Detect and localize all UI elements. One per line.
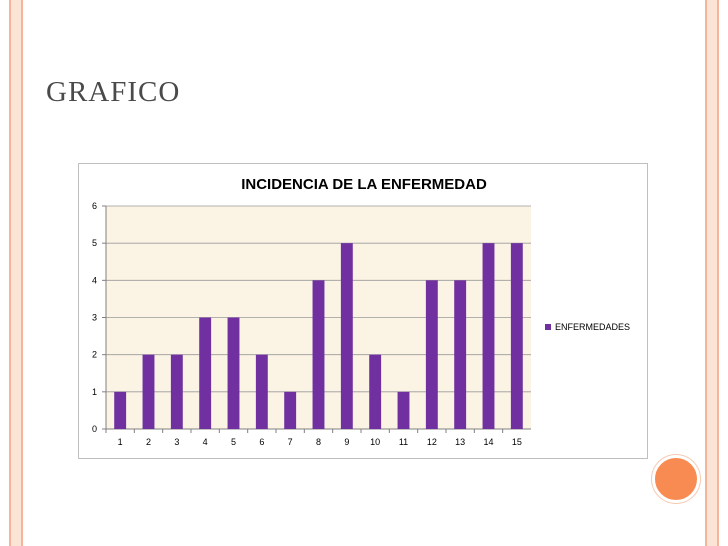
bar [114, 391, 127, 429]
decorative-circle [652, 455, 700, 503]
slide-title: GRAFICO [46, 76, 181, 108]
bar [284, 391, 297, 429]
right-decorative-border [705, 0, 719, 546]
legend-label: ENFERMEDADES [555, 322, 630, 332]
legend-swatch [545, 324, 551, 330]
x-tick-label: 8 [316, 437, 321, 447]
x-tick-label: 9 [344, 437, 349, 447]
bar [312, 280, 325, 429]
chart-title: INCIDENCIA DE LA ENFERMEDAD [241, 176, 487, 193]
bar [227, 317, 240, 429]
y-tick-label: 0 [92, 424, 97, 434]
x-tick-label: 3 [174, 437, 179, 447]
bar [369, 354, 382, 429]
bar [397, 391, 410, 429]
bar [199, 317, 212, 429]
bar [255, 354, 268, 429]
y-tick-label: 5 [92, 238, 97, 248]
y-tick-label: 6 [92, 201, 97, 211]
x-tick-label: 14 [483, 437, 493, 447]
bar [482, 243, 495, 429]
x-tick-label: 15 [512, 437, 522, 447]
bar [425, 280, 438, 429]
left-decorative-border [9, 0, 23, 546]
bar [340, 243, 353, 429]
x-tick-label: 11 [399, 437, 408, 447]
x-tick-label: 12 [427, 437, 437, 447]
bar [170, 354, 183, 429]
x-tick-label: 6 [259, 437, 264, 447]
y-tick-label: 2 [92, 350, 97, 360]
bar [454, 280, 467, 429]
x-tick-label: 10 [370, 437, 380, 447]
x-tick-label: 5 [231, 437, 236, 447]
x-tick-label: 7 [288, 437, 293, 447]
x-tick-label: 1 [118, 437, 123, 447]
bar [142, 354, 155, 429]
y-tick-label: 4 [92, 275, 97, 285]
y-tick-label: 3 [92, 313, 97, 323]
y-tick-label: 1 [92, 387, 97, 397]
x-tick-label: 4 [203, 437, 208, 447]
bar [510, 243, 523, 429]
legend: ENFERMEDADES [545, 322, 630, 332]
x-tick-label: 2 [146, 437, 151, 447]
x-tick-label: 13 [455, 437, 465, 447]
